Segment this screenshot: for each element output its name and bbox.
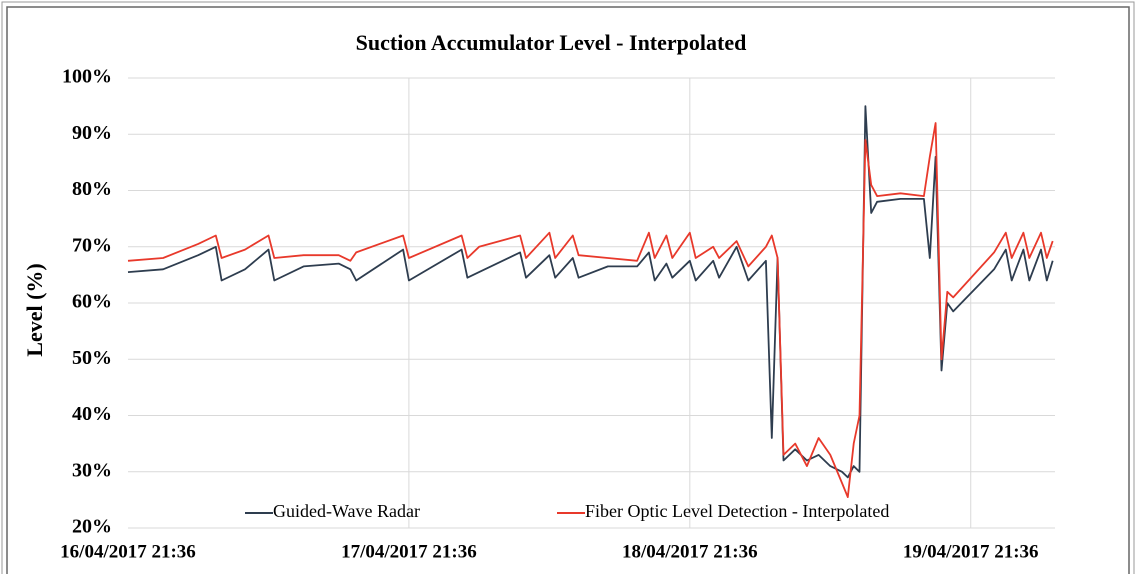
legend-label: Guided-Wave Radar [273,501,420,521]
y-tick-label: 90% [72,122,112,144]
chart-frame [6,6,1130,574]
y-tick-label: 40% [72,403,112,425]
x-tick-label: 18/04/2017 21:36 [622,541,758,562]
y-tick-label: 50% [72,347,112,369]
series-line [127,105,1054,479]
chart-title: Suction Accumulator Level - Interpolated [356,30,747,55]
y-tick-label: 80% [72,178,112,200]
y-axis-label: Level (%) [22,263,47,356]
x-tick-label: 19/04/2017 21:36 [903,541,1039,562]
legend-label: Fiber Optic Level Detection - Interpolat… [585,501,889,521]
x-tick-label: 17/04/2017 21:36 [341,541,477,562]
y-tick-label: 60% [72,291,112,313]
y-tick-label: 100% [62,66,112,88]
series-line [127,122,1054,498]
y-tick-label: 30% [72,459,112,481]
y-tick-label: 20% [72,516,112,538]
x-tick-label: 16/04/2017 21:36 [60,541,196,562]
y-tick-label: 70% [72,234,112,256]
